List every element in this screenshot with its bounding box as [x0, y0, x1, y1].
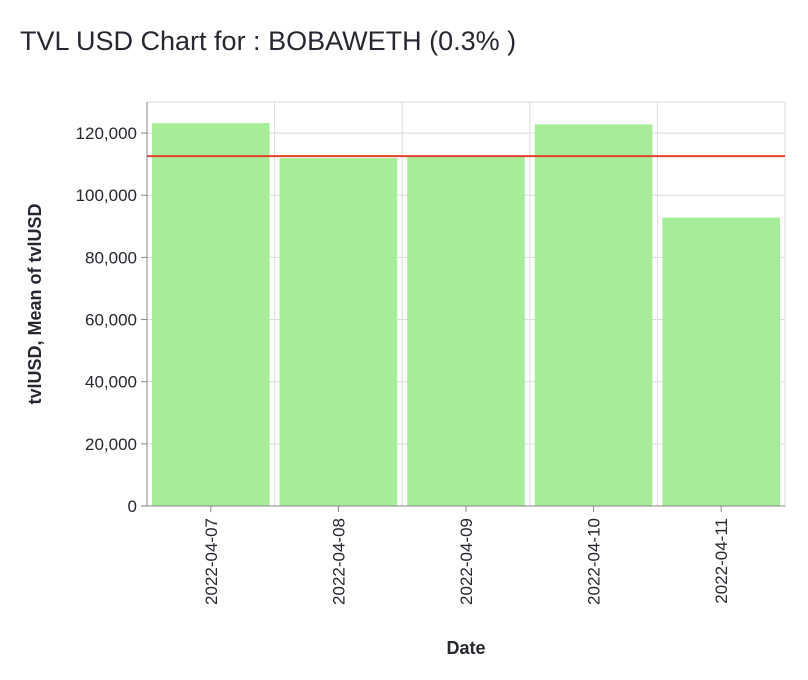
y-tick-label: 120,000 [76, 124, 137, 143]
y-tick-label: 100,000 [76, 186, 137, 205]
y-tick-label: 40,000 [85, 373, 137, 392]
x-tick-label: 2022-04-11 [712, 518, 731, 604]
y-tick-label: 60,000 [85, 311, 137, 330]
bar-2022-04-11 [662, 217, 780, 507]
y-axis-title: tvlUSD, Mean of tvlUSD [25, 203, 45, 404]
bar-2022-04-09 [407, 157, 525, 506]
y-tick-label: 0 [128, 497, 137, 516]
axes [141, 102, 785, 512]
y-tick-label: 20,000 [85, 435, 137, 454]
y-tick-labels: 0 20,000 40,000 60,000 80,000 100,000 120,000 [76, 124, 137, 516]
x-tick-label: 2022-04-08 [329, 518, 348, 605]
x-tick-labels: 2022-04-07 2022-04-08 2022-04-09 2022-04-10… [202, 518, 731, 605]
x-tick-label: 2022-04-07 [202, 518, 221, 605]
bar-2022-04-10 [534, 124, 653, 507]
page-title: TVL USD Chart for : BOBAWETH (0.3% ) [20, 26, 517, 56]
bar-2022-04-08 [279, 157, 398, 506]
bar-2022-04-07 [152, 123, 270, 506]
y-tick-label: 80,000 [85, 248, 137, 267]
bars [152, 123, 780, 507]
x-tick-label: 2022-04-10 [585, 518, 604, 605]
x-tick-label: 2022-04-09 [457, 518, 476, 605]
x-axis-title: Date [446, 638, 485, 658]
